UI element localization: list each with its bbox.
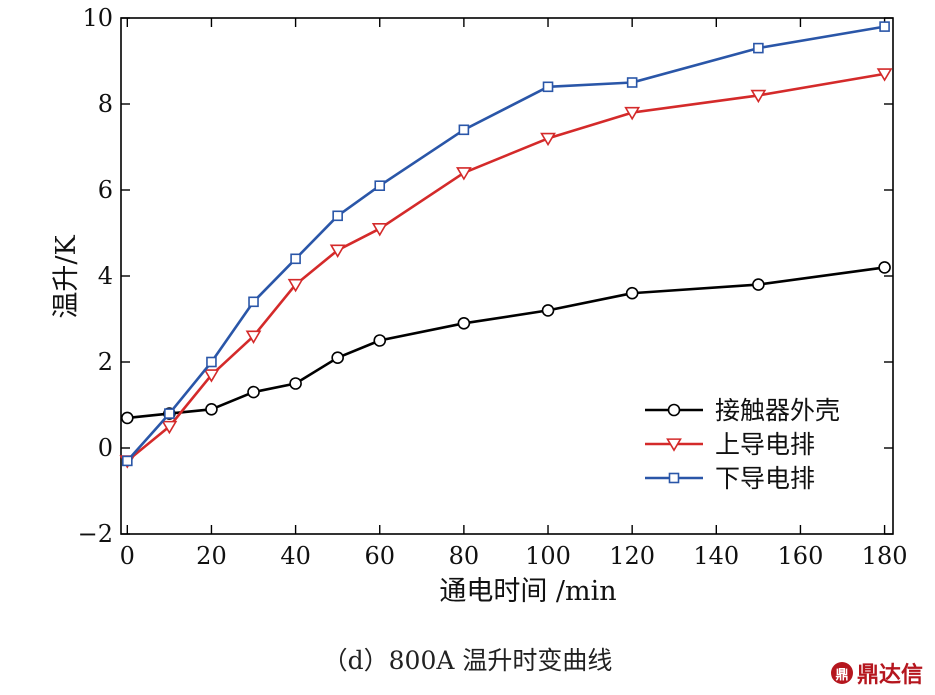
- data-point: [624, 106, 641, 121]
- data-point: [122, 455, 133, 467]
- legend-marker: [668, 472, 680, 484]
- data-point: [203, 369, 220, 383]
- legend-label: 接触器外壳: [715, 396, 840, 425]
- data-point: [121, 411, 134, 425]
- y-axis-label: 温升/K: [51, 235, 82, 319]
- data-point: [248, 296, 259, 308]
- legend-item: 接触器外壳: [645, 396, 840, 425]
- data-point: [164, 408, 175, 419]
- data-point: [289, 377, 302, 390]
- data-point: [540, 132, 556, 147]
- x-axis-label: 通电时间 /min: [439, 576, 616, 607]
- watermark-logo-icon: 鼎: [830, 662, 853, 684]
- data-point: [878, 261, 891, 274]
- data-point: [290, 253, 301, 265]
- data-point: [879, 21, 890, 32]
- data-point: [750, 89, 767, 104]
- data-point: [626, 77, 638, 88]
- legend-label: 上导电排: [715, 430, 815, 459]
- legend-marker: [667, 403, 681, 417]
- data-point: [753, 42, 764, 54]
- data-point: [332, 210, 343, 222]
- data-point: [371, 223, 388, 237]
- watermark: 鼎 鼎达信: [830, 657, 923, 689]
- data-point: [245, 330, 262, 344]
- x-tick-label: 40: [280, 542, 311, 570]
- y-tick-label: 10: [82, 4, 113, 32]
- series-layer: [119, 21, 893, 469]
- series-line: [126, 25, 885, 462]
- data-point: [161, 420, 178, 435]
- legend-marker: [666, 438, 682, 452]
- legend-label: 下导电排: [715, 464, 815, 493]
- x-tick-label: 140: [693, 542, 739, 570]
- x-tick-label: 160: [778, 542, 824, 570]
- y-tick-label: 0: [98, 434, 113, 462]
- series-3: [122, 21, 890, 467]
- x-tick-label: 80: [449, 542, 480, 570]
- y-tick-label: 4: [98, 262, 113, 290]
- x-tick-label: 100: [525, 542, 571, 570]
- legend-item: 下导电排: [645, 464, 815, 493]
- x-tick-label: 120: [609, 542, 655, 570]
- data-point: [458, 124, 470, 136]
- data-point: [206, 356, 217, 368]
- data-point: [374, 180, 386, 191]
- series-line: [126, 72, 885, 462]
- y-tick-label: 6: [98, 176, 113, 204]
- data-point: [457, 316, 471, 330]
- x-tick-label: 60: [364, 542, 395, 570]
- y-tick-label: −2: [78, 520, 113, 548]
- legend-item: 上导电排: [645, 430, 815, 459]
- data-point: [542, 81, 554, 93]
- x-tick-label: 0: [120, 542, 135, 570]
- data-point: [373, 334, 387, 347]
- data-point: [541, 304, 555, 317]
- data-point: [752, 278, 765, 291]
- data-point: [329, 244, 346, 258]
- data-point: [331, 351, 344, 365]
- data-point: [287, 278, 304, 293]
- watermark-text: 鼎达信: [856, 663, 923, 688]
- y-tick-label: 2: [98, 348, 113, 376]
- data-point: [205, 402, 218, 416]
- series-2: [119, 68, 893, 469]
- data-point: [247, 385, 260, 399]
- data-point: [455, 167, 472, 181]
- y-tick-label: 8: [98, 90, 113, 118]
- x-tick-label: 20: [196, 542, 227, 570]
- x-tick-label: 180: [862, 542, 908, 570]
- data-point: [876, 68, 893, 82]
- data-point: [625, 286, 639, 300]
- figure-caption: （d）800A 温升时变曲线: [322, 646, 613, 675]
- series-line: [127, 266, 885, 420]
